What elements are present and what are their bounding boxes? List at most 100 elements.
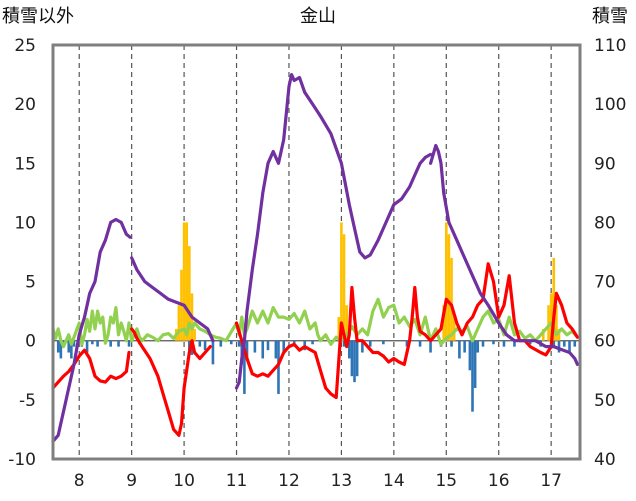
y-tick-label-7: 25 — [14, 36, 36, 56]
bar-1-47 — [458, 340, 461, 359]
bar-1-1 — [59, 340, 63, 359]
bar-1-60 — [557, 340, 561, 353]
y-tick-label-4: 10 — [14, 213, 36, 233]
bar-1-24 — [245, 340, 249, 359]
bar-0-1 — [177, 305, 181, 341]
bar-1-44 — [429, 340, 432, 353]
bar-1-57 — [528, 340, 532, 345]
bar-1-29 — [277, 340, 280, 394]
bar-1-51 — [473, 340, 477, 389]
bar-1-48 — [463, 340, 466, 353]
series-0-line-3 — [429, 143, 579, 366]
bar-1-52 — [476, 340, 480, 353]
bar-0-9 — [340, 222, 343, 341]
bar-1-8 — [91, 340, 94, 345]
bar-0-10 — [342, 234, 346, 341]
bar-0-20 — [552, 257, 556, 341]
bar-1-40 — [368, 340, 372, 347]
bar-1-21 — [237, 340, 241, 347]
bar-1-62 — [568, 340, 571, 353]
bar-1-17 — [203, 340, 207, 351]
series-1-line-2 — [234, 262, 579, 400]
plot-frame — [51, 43, 582, 461]
bar-1-63 — [573, 340, 577, 347]
bar-1-37 — [353, 340, 356, 383]
bar-1-33 — [311, 340, 314, 345]
bar-1-20 — [229, 340, 233, 345]
bar-1-38 — [355, 340, 359, 377]
x-tick-label-6: 14 — [383, 471, 405, 491]
y2-tick-label-7: 110 — [594, 36, 626, 56]
bar-1-10 — [109, 340, 112, 347]
x-tick-label-8: 16 — [488, 471, 510, 491]
x-tick-label-1: 9 — [126, 471, 137, 491]
x-tick-label-4: 12 — [278, 471, 300, 491]
bar-0-13 — [444, 222, 448, 341]
bar-0-11 — [345, 305, 348, 341]
y-tick-label-0: -10 — [8, 450, 36, 470]
bar-1-36 — [350, 340, 354, 377]
bar-0-21 — [555, 305, 558, 341]
y-tick-label-5: 15 — [14, 154, 36, 174]
x-tick-label-7: 15 — [435, 471, 457, 491]
bar-0-7 — [193, 328, 196, 341]
x-tick-label-0: 8 — [74, 471, 85, 491]
bar-1-19 — [219, 340, 223, 347]
bar-0-15 — [450, 257, 453, 341]
bar-1-11 — [117, 340, 120, 347]
bar-1-41 — [382, 340, 385, 345]
chart-title: 金山 — [300, 6, 336, 27]
bar-1-0 — [56, 340, 60, 353]
bar-1-46 — [450, 340, 453, 347]
series-2-line-0 — [51, 297, 579, 349]
y2-tick-label-0: 40 — [594, 450, 616, 470]
y-tick-label-3: 5 — [25, 273, 36, 293]
y2-tick-label-1: 50 — [594, 391, 616, 411]
y2-tick-label-4: 80 — [594, 213, 616, 233]
bar-1-55 — [502, 340, 506, 347]
bar-0-17 — [541, 328, 545, 341]
bar-0-14 — [447, 234, 451, 341]
plot-area: -10 -5 0 5 10 15 20 25 40 50 60 70 80 90 100 110 8 9 10 11 1… — [8, 36, 626, 491]
y2-tick-label-2: 60 — [594, 332, 616, 352]
y2-tick-label-5: 90 — [594, 154, 616, 174]
y-tick-label-1: -5 — [19, 391, 36, 411]
plot-background — [53, 45, 580, 459]
bar-1-12 — [127, 340, 131, 347]
x-tick-label-2: 10 — [173, 471, 195, 491]
right-axis-label: 積雪 — [592, 6, 628, 27]
bar-1-7 — [85, 340, 89, 353]
bar-1-9 — [96, 340, 99, 347]
bar-1-3 — [67, 340, 71, 353]
bar-1-53 — [481, 340, 485, 347]
bar-0-22 — [557, 328, 561, 341]
bar-1-61 — [562, 340, 566, 347]
bar-0-16 — [452, 317, 456, 341]
bar-0-18 — [547, 305, 550, 341]
series-1-line-1 — [130, 327, 212, 437]
bar-0-4 — [185, 222, 189, 341]
bar-1-23 — [243, 340, 246, 394]
bar-1-50 — [471, 340, 474, 412]
series-0-line-0 — [51, 217, 132, 443]
bar-1-5 — [72, 340, 76, 347]
left-axis-label: 積雪以外 — [2, 6, 74, 27]
bar-1-16 — [198, 340, 202, 347]
bar-1-25 — [253, 340, 257, 353]
bar-1-30 — [282, 340, 286, 353]
bar-1-18 — [211, 340, 215, 365]
bar-1-56 — [513, 340, 516, 347]
series-1-line-0 — [51, 348, 131, 390]
y-tick-label-6: 20 — [14, 95, 36, 115]
bar-1-43 — [418, 340, 422, 347]
bar-0-3 — [182, 222, 186, 341]
x-tick-label-3: 11 — [226, 471, 248, 491]
y2-tick-label-3: 70 — [594, 273, 616, 293]
y2-tick-label-6: 100 — [594, 95, 626, 115]
bar-1-42 — [405, 340, 409, 347]
bar-0-8 — [337, 317, 341, 341]
bar-1-4 — [70, 340, 73, 359]
y-tick-label-2: 0 — [25, 332, 36, 352]
